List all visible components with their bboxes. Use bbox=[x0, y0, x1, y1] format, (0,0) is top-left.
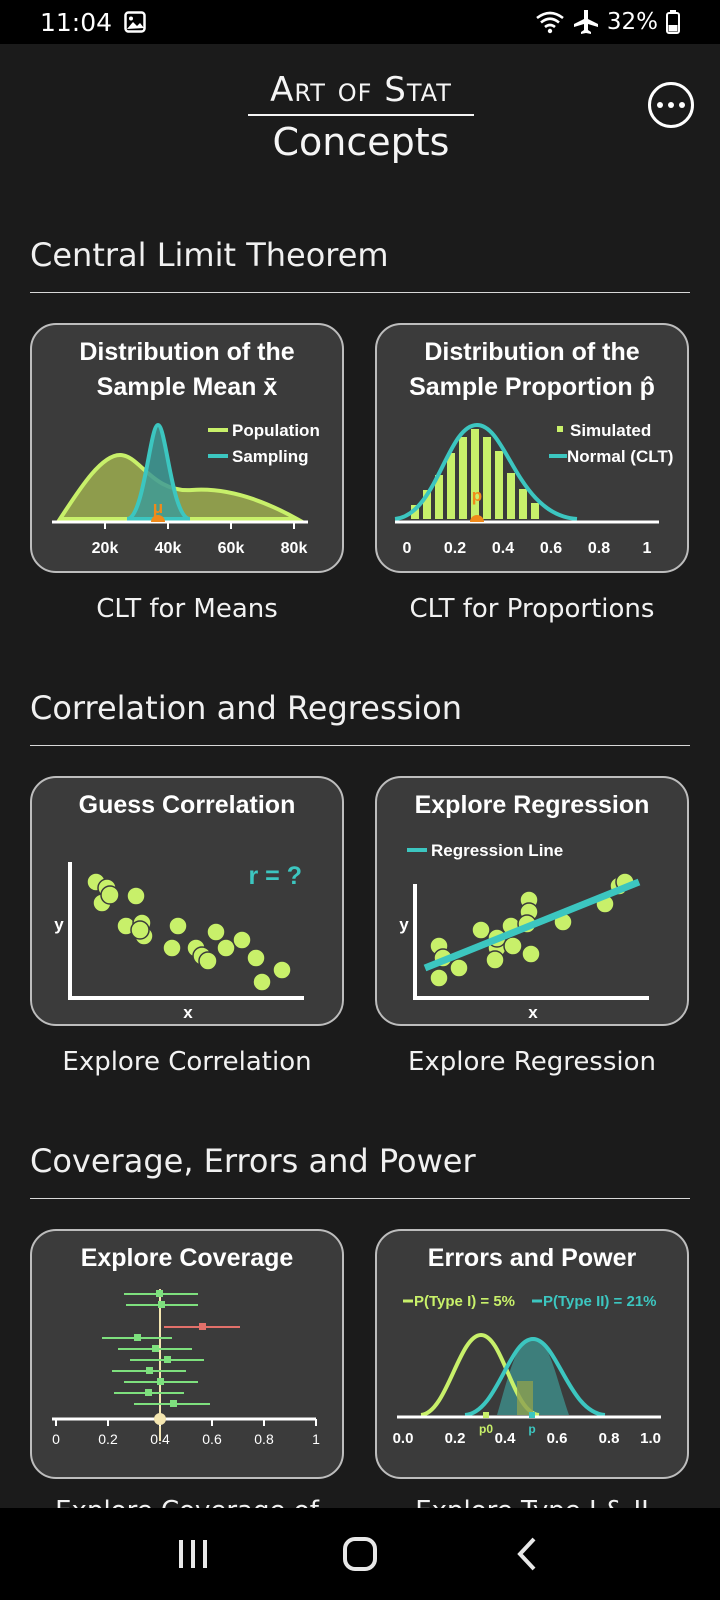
errors-power-thumbnail: P(Type I) = 5% P(Type II) = 21% p0 p 0.0… bbox=[393, 1293, 661, 1447]
y-axis-label: y bbox=[54, 915, 64, 934]
x-axis-label: x bbox=[528, 1003, 538, 1022]
recent-apps-icon bbox=[179, 1540, 208, 1568]
battery-icon bbox=[666, 10, 680, 34]
card-title: Distribution of the Sample Mean x̄ bbox=[79, 338, 295, 401]
tick-label: 40k bbox=[155, 540, 182, 557]
y-axis-label: y bbox=[399, 915, 409, 934]
tick-label: 0.0 bbox=[393, 1430, 414, 1447]
tick-label: 0.4 bbox=[492, 540, 514, 557]
mu-marker: μ bbox=[153, 498, 163, 517]
legend-type-one: P(Type I) = 5% bbox=[414, 1293, 515, 1310]
tick-label: 1.0 bbox=[640, 1430, 661, 1447]
recent-apps-button[interactable] bbox=[163, 1524, 223, 1584]
clt-proportions-card[interactable]: Distribution of the Sample Proportion p̂… bbox=[375, 323, 689, 573]
home-icon bbox=[342, 1537, 377, 1571]
back-button[interactable] bbox=[497, 1524, 557, 1584]
clt-means-thumbnail: μ Population Sampling 20k 40k 60k 80k bbox=[52, 421, 320, 557]
card-title: Distribution of the Sample Proportion p̂ bbox=[409, 338, 655, 401]
tick-label: 0.2 bbox=[98, 1431, 118, 1447]
tick-label: 80k bbox=[281, 540, 308, 557]
tick-label: 0.4 bbox=[495, 1430, 517, 1447]
battery-percent: 32% bbox=[606, 9, 658, 35]
section-title-correlation-regression: Correlation and Regression bbox=[30, 689, 463, 727]
section-divider bbox=[30, 745, 690, 746]
legend-normal-clt: Normal (CLT) bbox=[567, 447, 673, 466]
section-title-central-limit-theorem: Central Limit Theorem bbox=[30, 236, 389, 274]
card-title: Errors and Power bbox=[427, 1244, 637, 1272]
regression-thumbnail: Regression Line y x bbox=[399, 841, 649, 1022]
tick-label: 20k bbox=[92, 540, 119, 557]
gallery-notification-icon bbox=[124, 11, 146, 33]
tick-label: 1 bbox=[643, 540, 652, 557]
coverage-thumbnail: 0 0.2 0.4 0.6 0.8 1 bbox=[52, 1289, 320, 1447]
tick-label: 0.6 bbox=[540, 540, 562, 557]
clt-means-card[interactable]: Distribution of the Sample Mean x̄ μ Pop… bbox=[30, 323, 344, 573]
tick-label: 0.2 bbox=[444, 540, 466, 557]
legend-type-two: P(Type II) = 21% bbox=[543, 1293, 657, 1310]
status-right: 32% bbox=[535, 9, 680, 35]
clt-proportions-thumbnail: p Simulated Normal (CLT) 0 0.2 0.4 0.6 0… bbox=[394, 421, 673, 557]
tick-label: 0.8 bbox=[599, 1430, 620, 1447]
tick-label: 0.8 bbox=[588, 540, 610, 557]
tick-label: 1 bbox=[312, 1431, 320, 1447]
explore-regression-card[interactable]: Explore Regression Regression Line y x bbox=[375, 776, 689, 1026]
clt-proportions-label[interactable]: CLT for Proportions bbox=[409, 594, 655, 624]
card-title: Explore Regression bbox=[414, 791, 650, 819]
correlation-thumbnail: y x r = ? bbox=[54, 862, 304, 1022]
explore-regression-label[interactable]: Explore Regression bbox=[407, 1047, 657, 1077]
r-annotation: r = ? bbox=[249, 862, 303, 890]
card-title: Explore Coverage bbox=[80, 1244, 294, 1272]
back-icon bbox=[516, 1537, 536, 1571]
more-dots-icon bbox=[657, 102, 663, 108]
status-left: 11:04 bbox=[40, 8, 146, 37]
legend-population: Population bbox=[232, 421, 320, 440]
explore-coverage-card[interactable]: Explore Coverage 0 0.2 0.4 0.6 0.8 1 bbox=[30, 1229, 344, 1479]
p-marker: p bbox=[528, 1422, 535, 1436]
logo-subtitle: Concepts bbox=[272, 120, 450, 164]
more-options-button[interactable] bbox=[648, 82, 694, 128]
app-logo: Art of Stat Concepts bbox=[248, 70, 474, 164]
legend-simulated: Simulated bbox=[570, 421, 651, 440]
card-title: Guess Correlation bbox=[78, 791, 296, 819]
status-bar: 11:04 32% bbox=[0, 0, 720, 44]
section-title-coverage-errors-power: Coverage, Errors and Power bbox=[30, 1142, 476, 1180]
section-divider bbox=[30, 292, 690, 293]
app-header: Art of Stat Concepts bbox=[0, 44, 720, 194]
airplane-mode-icon bbox=[573, 10, 598, 34]
tick-label: 0 bbox=[403, 540, 412, 557]
tick-label: 0 bbox=[52, 1431, 60, 1447]
logo-title: Art of Stat bbox=[248, 70, 474, 116]
tick-label: 0.6 bbox=[547, 1430, 568, 1447]
tick-label: 60k bbox=[218, 540, 245, 557]
errors-power-card[interactable]: Errors and Power P(Type I) = 5% P(Type I… bbox=[375, 1229, 689, 1479]
tick-label: 0.8 bbox=[254, 1431, 274, 1447]
legend-sampling: Sampling bbox=[232, 447, 309, 466]
x-axis-label: x bbox=[183, 1003, 193, 1022]
p0-marker: p0 bbox=[479, 1422, 493, 1436]
guess-correlation-card[interactable]: Guess Correlation y x r = ? bbox=[30, 776, 344, 1026]
tick-label: 0.4 bbox=[150, 1431, 170, 1447]
wifi-icon bbox=[536, 11, 564, 34]
section-divider bbox=[30, 1198, 690, 1199]
home-button[interactable] bbox=[330, 1524, 390, 1584]
status-time: 11:04 bbox=[40, 7, 113, 37]
tick-label: 0.6 bbox=[202, 1431, 222, 1447]
legend-regression-line: Regression Line bbox=[431, 841, 563, 860]
explore-correlation-label[interactable]: Explore Correlation bbox=[62, 1047, 312, 1077]
tick-label: 0.2 bbox=[445, 1430, 466, 1447]
system-navigation-bar bbox=[0, 1508, 720, 1600]
p-marker: p bbox=[472, 486, 482, 505]
clt-means-label[interactable]: CLT for Means bbox=[96, 594, 278, 624]
